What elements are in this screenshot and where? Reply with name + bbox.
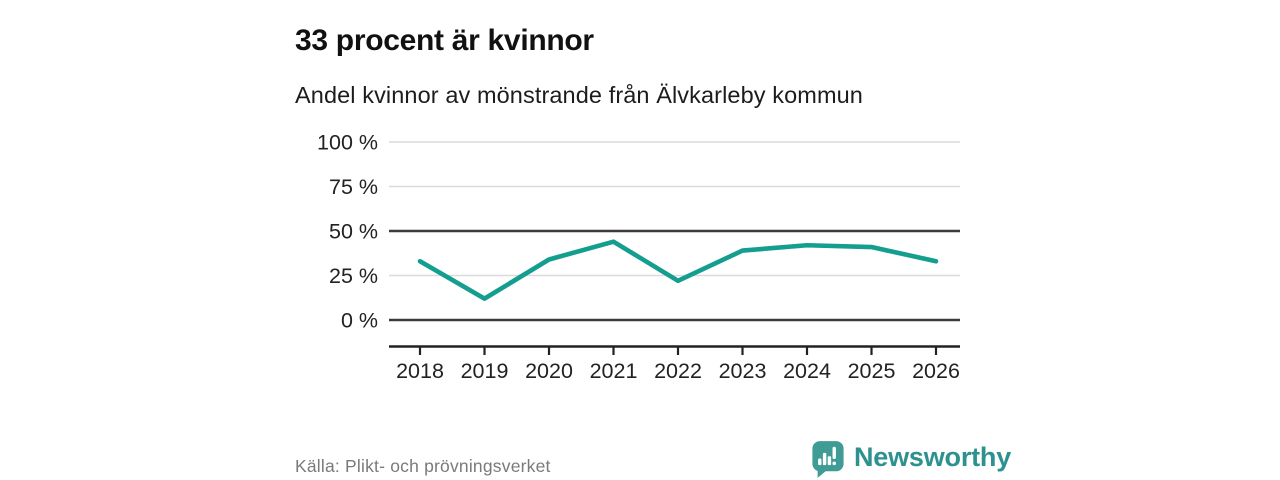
data-line-andel-kvinnor [417,239,939,301]
y-tick-label: 0 % [341,309,378,333]
newsworthy-wordmark: Newsworthy [854,442,1012,472]
x-tick-label: 2019 [461,359,509,383]
y-tick-label: 50 % [329,220,378,244]
x-tick-label: 2020 [525,359,573,383]
newsworthy-logo: Newsworthy [811,440,1011,479]
y-tick-label: 25 % [329,264,378,288]
chart-subtitle: Andel kvinnor av mönstrande från Älvkarl… [295,82,863,108]
source-text: Källa: Plikt- och prövningsverket [295,456,551,476]
chart-title: 33 procent är kvinnor [295,24,594,58]
x-tick-label: 2025 [848,359,896,383]
x-tick-label: 2023 [719,359,767,383]
x-tick-label: 2026 [912,359,960,383]
y-tick-label: 75 % [329,175,378,199]
x-tick-label: 2022 [654,359,702,383]
y-tick-label: 100 % [317,131,378,155]
x-tick-label: 2021 [590,359,638,383]
x-tick-label: 2018 [396,359,444,383]
newsworthy-bubble-chart-icon [812,441,844,478]
x-tick-label: 2024 [783,359,831,383]
